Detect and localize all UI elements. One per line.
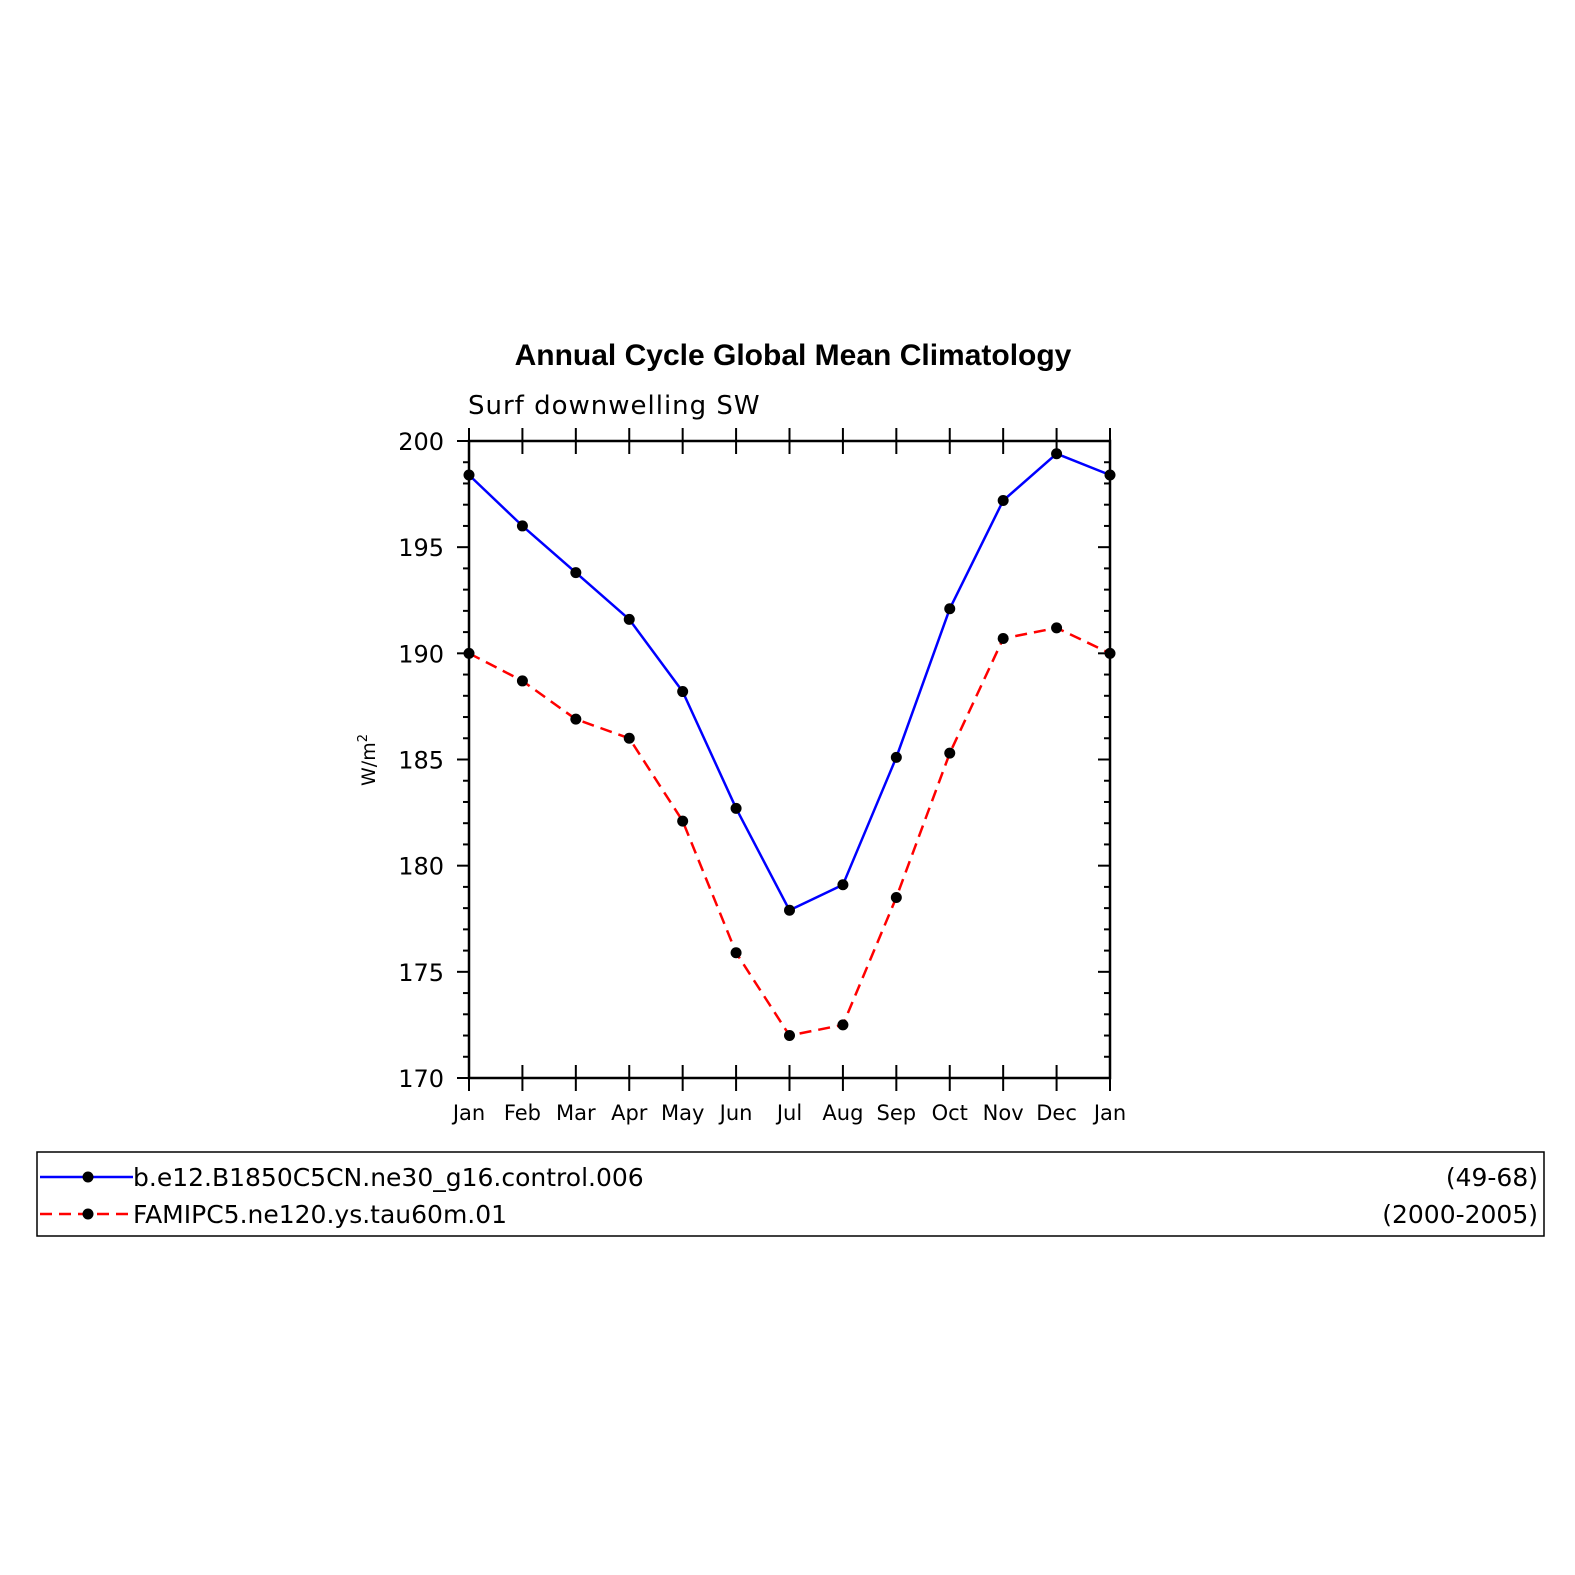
data-point-series-2 xyxy=(944,747,956,759)
x-tick-label: Jul xyxy=(775,1101,802,1125)
data-point-series-1 xyxy=(516,520,528,532)
x-tick-label: May xyxy=(661,1101,704,1125)
x-tick-label: Mar xyxy=(556,1101,596,1125)
axis-ticks xyxy=(457,428,1111,1091)
data-point-series-2 xyxy=(1051,622,1063,634)
x-tick-label: Dec xyxy=(1036,1101,1077,1125)
series-layer xyxy=(463,448,1116,1042)
x-tick-label: Jan xyxy=(451,1101,485,1125)
y-tick-label: 180 xyxy=(398,853,444,881)
x-tick-label: Jun xyxy=(718,1101,753,1125)
chart-title: Annual Cycle Global Mean Climatology xyxy=(515,339,1072,372)
data-point-series-1 xyxy=(570,567,582,579)
legend-marker-1 xyxy=(82,1171,94,1183)
data-point-series-2 xyxy=(784,1030,795,1042)
x-tick-label: Feb xyxy=(504,1101,541,1125)
legend-years-1: (49-68) xyxy=(1446,1163,1538,1192)
data-point-series-2 xyxy=(516,675,528,687)
x-tick-label: Apr xyxy=(611,1101,648,1125)
x-tick-label: Aug xyxy=(822,1101,863,1125)
legend-box xyxy=(36,1151,1545,1237)
y-tick-labels: 170 175 180 185 190 195 200 xyxy=(398,428,444,1093)
y-axis-label-base: W/m xyxy=(358,742,380,786)
data-point-series-2 xyxy=(623,732,635,744)
x-tick-label: Sep xyxy=(877,1101,917,1125)
series-line-2 xyxy=(468,626,1111,1037)
plot-frame xyxy=(467,439,1112,1080)
x-tick-labels: Jan Feb Mar Apr May Jun Jul Aug Sep Oct Nov Dec Jan xyxy=(451,1101,1126,1125)
legend-marker-2 xyxy=(82,1208,94,1220)
legend-years-2: (2000-2005) xyxy=(1382,1200,1538,1229)
data-point-series-1 xyxy=(730,802,742,814)
legend-label-2: FAMIPC5.ne120.ys.tau60m.01 xyxy=(133,1200,507,1229)
data-point-series-2 xyxy=(837,1019,849,1031)
data-point-series-1 xyxy=(944,603,956,615)
data-point-series-1 xyxy=(997,494,1009,506)
y-tick-label: 175 xyxy=(398,959,444,987)
x-tick-label: Nov xyxy=(983,1101,1024,1125)
data-point-series-1 xyxy=(890,751,902,763)
data-point-series-2 xyxy=(730,947,742,959)
x-tick-label: Jan xyxy=(1092,1101,1126,1125)
y-tick-label: 185 xyxy=(398,747,444,775)
y-tick-label: 195 xyxy=(398,534,444,562)
y-tick-label: 200 xyxy=(398,428,444,456)
data-point-series-1 xyxy=(677,686,689,698)
y-axis-label-sup: 2 xyxy=(356,734,371,742)
data-point-series-1 xyxy=(623,613,635,625)
legend: b.e12.B1850C5CN.ne30_g16.control.006 (49-… xyxy=(40,1163,1538,1229)
y-axis-label: W/m2 xyxy=(356,734,380,786)
x-tick-label: Oct xyxy=(932,1101,968,1125)
series-line-1 xyxy=(468,452,1111,912)
legend-label-1: b.e12.B1850C5CN.ne30_g16.control.006 xyxy=(133,1163,644,1192)
data-point-series-1 xyxy=(1051,448,1063,460)
y-tick-label: 190 xyxy=(398,640,444,668)
chart-subtitle: Surf downwelling SW xyxy=(468,391,761,421)
data-point-series-2 xyxy=(677,815,689,827)
data-point-series-1 xyxy=(837,879,849,891)
data-point-series-1 xyxy=(784,904,795,916)
data-point-series-2 xyxy=(890,892,902,904)
data-point-series-2 xyxy=(997,632,1009,644)
data-point-series-2 xyxy=(570,713,582,725)
y-tick-label: 170 xyxy=(398,1065,444,1093)
